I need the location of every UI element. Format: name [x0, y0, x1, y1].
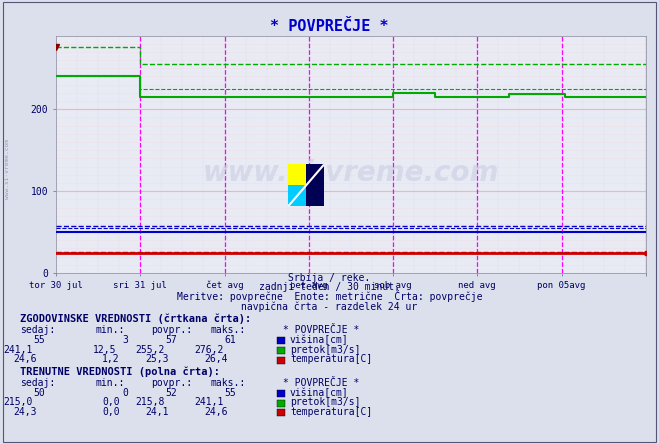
- Text: 0,0: 0,0: [102, 397, 120, 408]
- Text: 0,0: 0,0: [102, 407, 120, 417]
- Text: ZGODOVINSKE VREDNOSTI (črtkana črta):: ZGODOVINSKE VREDNOSTI (črtkana črta):: [20, 313, 251, 324]
- Text: 24,6: 24,6: [204, 407, 228, 417]
- Text: temperatura[C]: temperatura[C]: [290, 407, 372, 417]
- Text: pretok[m3/s]: pretok[m3/s]: [290, 397, 360, 408]
- Text: 55: 55: [33, 335, 45, 345]
- Text: 52: 52: [165, 388, 177, 398]
- Text: min.:: min.:: [96, 325, 125, 335]
- Bar: [306, 164, 324, 206]
- Text: zadnji teden / 30 minut.: zadnji teden / 30 minut.: [259, 282, 400, 293]
- Text: 12,5: 12,5: [92, 345, 116, 355]
- Text: maks.:: maks.:: [211, 378, 246, 388]
- Text: * POVPREČJE *: * POVPREČJE *: [283, 378, 360, 388]
- Text: temperatura[C]: temperatura[C]: [290, 354, 372, 365]
- Text: 24,6: 24,6: [13, 354, 37, 365]
- Text: 215,8: 215,8: [135, 397, 165, 408]
- Text: 26,4: 26,4: [204, 354, 228, 365]
- Text: 61: 61: [224, 335, 236, 345]
- Text: 25,3: 25,3: [145, 354, 169, 365]
- Text: sedaj:: sedaj:: [20, 378, 55, 388]
- Text: www.si-vreme.com: www.si-vreme.com: [5, 139, 11, 199]
- Text: 50: 50: [33, 388, 45, 398]
- Text: sedaj:: sedaj:: [20, 325, 55, 335]
- Text: pretok[m3/s]: pretok[m3/s]: [290, 345, 360, 355]
- Text: navpična črta - razdelek 24 ur: navpična črta - razdelek 24 ur: [241, 301, 418, 312]
- Text: 3: 3: [122, 335, 128, 345]
- Text: * POVPREČJE *: * POVPREČJE *: [283, 325, 360, 335]
- Text: 215,0: 215,0: [3, 397, 33, 408]
- Text: 241,1: 241,1: [194, 397, 224, 408]
- Text: povpr.:: povpr.:: [152, 378, 192, 388]
- Text: 276,2: 276,2: [194, 345, 224, 355]
- Text: 24,3: 24,3: [13, 407, 37, 417]
- Text: 1,2: 1,2: [102, 354, 120, 365]
- Text: maks.:: maks.:: [211, 325, 246, 335]
- Text: višina[cm]: višina[cm]: [290, 387, 349, 398]
- Text: TRENUTNE VREDNOSTI (polna črta):: TRENUTNE VREDNOSTI (polna črta):: [20, 366, 219, 377]
- Text: 57: 57: [165, 335, 177, 345]
- Text: Srbija / reke.: Srbija / reke.: [289, 273, 370, 283]
- Text: * POVPREČJE *: * POVPREČJE *: [270, 19, 389, 34]
- Text: 241,1: 241,1: [3, 345, 33, 355]
- Bar: [288, 164, 306, 186]
- Text: 24,1: 24,1: [145, 407, 169, 417]
- Text: povpr.:: povpr.:: [152, 325, 192, 335]
- Text: min.:: min.:: [96, 378, 125, 388]
- Text: višina[cm]: višina[cm]: [290, 334, 349, 345]
- Text: www.si-vreme.com: www.si-vreme.com: [203, 159, 499, 187]
- Text: 55: 55: [224, 388, 236, 398]
- Text: Meritve: povprečne  Enote: metrične  Črta: povprečje: Meritve: povprečne Enote: metrične Črta:…: [177, 290, 482, 302]
- Text: 0: 0: [122, 388, 128, 398]
- Text: 255,2: 255,2: [135, 345, 165, 355]
- Bar: [288, 186, 306, 206]
